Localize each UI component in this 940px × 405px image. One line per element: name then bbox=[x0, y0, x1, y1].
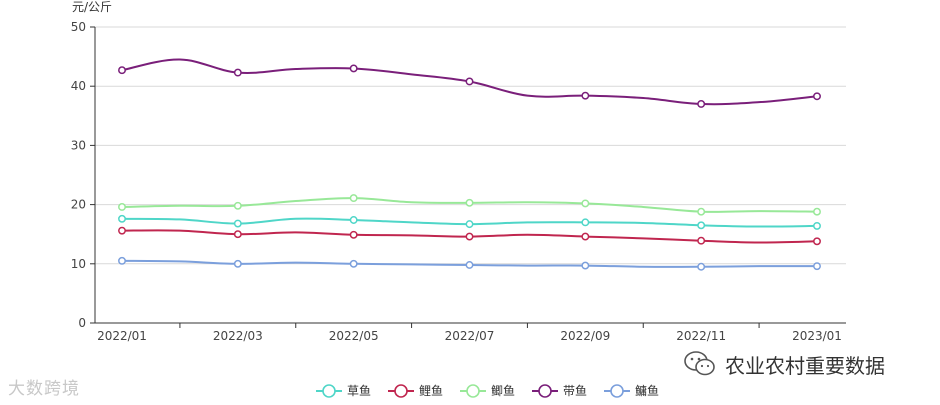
y-tick-label: 10 bbox=[71, 257, 86, 271]
data-point[interactable] bbox=[697, 236, 706, 245]
series-1 bbox=[118, 226, 821, 246]
data-point[interactable] bbox=[118, 214, 126, 223]
legend-item[interactable]: 鳙鱼 bbox=[604, 383, 659, 398]
wechat-icon bbox=[684, 351, 715, 376]
data-point[interactable] bbox=[233, 230, 242, 239]
data-point[interactable] bbox=[697, 221, 706, 230]
data-point[interactable] bbox=[233, 201, 242, 210]
y-tick-label: 40 bbox=[71, 79, 86, 93]
legend-swatch-marker bbox=[610, 384, 624, 398]
data-point[interactable] bbox=[813, 92, 821, 101]
x-tick-label: 2022/01 bbox=[97, 329, 147, 343]
axes bbox=[94, 27, 846, 324]
data-point[interactable] bbox=[118, 226, 126, 235]
watermark-left-text: 大数跨境 bbox=[8, 379, 80, 399]
legend-label: 草鱼 bbox=[347, 384, 371, 398]
data-point[interactable] bbox=[813, 262, 821, 271]
y-tick-label: 30 bbox=[71, 138, 86, 152]
data-point[interactable] bbox=[581, 232, 590, 241]
data-point[interactable] bbox=[118, 66, 126, 75]
series-lines bbox=[118, 58, 821, 271]
data-point[interactable] bbox=[233, 68, 242, 77]
data-point[interactable] bbox=[697, 262, 706, 271]
legend[interactable]: 草鱼 鲤鱼 鲫鱼 带鱼 鳙鱼 bbox=[316, 383, 659, 398]
y-tick-label: 50 bbox=[71, 20, 86, 34]
data-point[interactable] bbox=[349, 64, 358, 73]
x-tick-label: 2022/07 bbox=[445, 329, 495, 343]
y-tick-labels: 0 10 20 30 40 50 bbox=[71, 20, 95, 330]
legend-item[interactable]: 鲫鱼 bbox=[460, 384, 515, 398]
data-point[interactable] bbox=[465, 220, 474, 229]
y-tick-label: 0 bbox=[78, 316, 86, 330]
y-tick-label: 20 bbox=[71, 198, 86, 212]
data-point[interactable] bbox=[581, 199, 590, 208]
data-point[interactable] bbox=[465, 77, 474, 86]
watermark-right: 农业农村重要数据 bbox=[683, 349, 885, 379]
series-0 bbox=[118, 214, 821, 230]
series-3 bbox=[118, 58, 821, 108]
data-point[interactable] bbox=[233, 219, 242, 228]
x-tick-label: 2022/11 bbox=[676, 329, 726, 343]
data-point[interactable] bbox=[581, 261, 590, 270]
y-axis-unit: 元/公斤 bbox=[72, 0, 112, 14]
x-tick-label: 2022/09 bbox=[560, 329, 610, 343]
legend-swatch-marker bbox=[538, 384, 552, 398]
data-point[interactable] bbox=[813, 237, 821, 246]
data-point[interactable] bbox=[118, 203, 126, 211]
data-point[interactable] bbox=[697, 207, 706, 216]
data-point[interactable] bbox=[349, 194, 358, 203]
series-4 bbox=[118, 256, 821, 271]
data-point[interactable] bbox=[349, 230, 358, 239]
data-point[interactable] bbox=[349, 216, 358, 224]
legend-swatch-marker bbox=[466, 384, 480, 398]
legend-swatch-marker bbox=[394, 384, 408, 398]
x-tick-label: 2022/05 bbox=[329, 329, 379, 343]
legend-label: 鲤鱼 bbox=[419, 384, 443, 398]
data-point[interactable] bbox=[465, 261, 474, 269]
x-tick-label: 2022/03 bbox=[213, 329, 263, 343]
legend-label: 带鱼 bbox=[563, 384, 587, 398]
legend-label: 鲫鱼 bbox=[491, 384, 515, 398]
data-point[interactable] bbox=[697, 100, 706, 108]
x-tick-labels: 2022/01 2022/03 2022/05 2022/07 2022/09 2022/… bbox=[97, 323, 842, 343]
data-point[interactable] bbox=[233, 259, 242, 268]
legend-item[interactable]: 带鱼 bbox=[532, 384, 587, 398]
data-point[interactable] bbox=[581, 91, 590, 100]
x-tick-label: 2023/01 bbox=[792, 329, 842, 343]
legend-label: 鳙鱼 bbox=[635, 383, 659, 398]
grid-lines bbox=[95, 26, 846, 265]
data-point[interactable] bbox=[465, 232, 474, 241]
data-point[interactable] bbox=[118, 256, 126, 265]
legend-swatch-marker bbox=[322, 384, 336, 398]
data-point[interactable] bbox=[349, 259, 358, 268]
watermark-left: 大数跨境 bbox=[8, 374, 80, 399]
legend-item[interactable]: 草鱼 bbox=[316, 384, 371, 398]
data-point[interactable] bbox=[813, 221, 821, 230]
series-2 bbox=[118, 194, 821, 216]
legend-item[interactable]: 鲤鱼 bbox=[388, 384, 443, 398]
data-point[interactable] bbox=[465, 198, 474, 207]
data-point[interactable] bbox=[813, 207, 821, 216]
data-point[interactable] bbox=[581, 218, 590, 227]
watermark-right-text: 农业农村重要数据 bbox=[725, 353, 885, 378]
